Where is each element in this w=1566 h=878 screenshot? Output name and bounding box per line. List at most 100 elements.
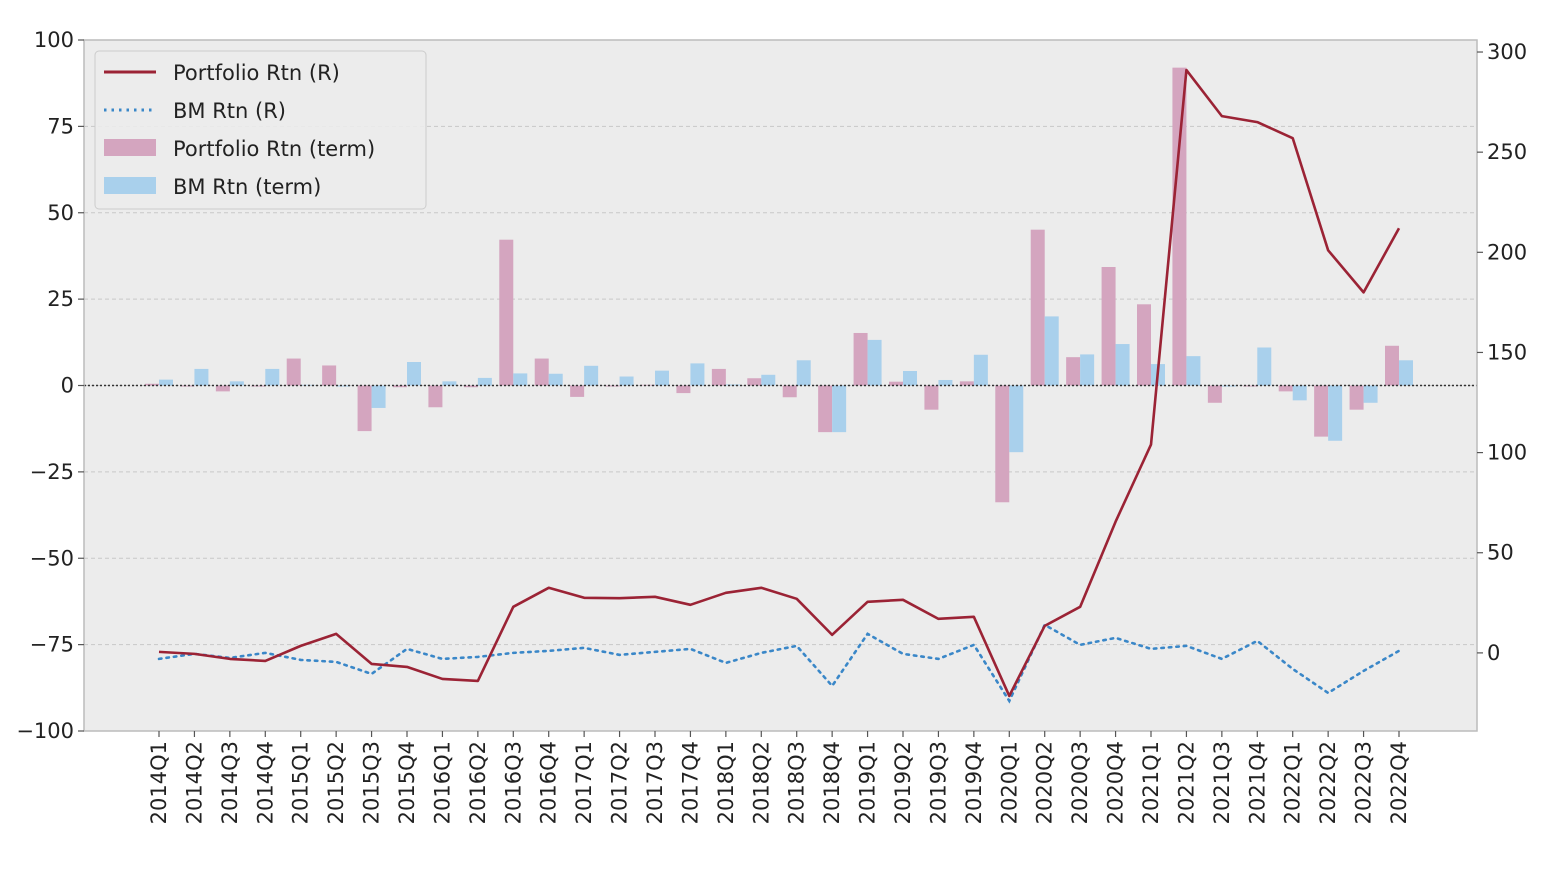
portfolio-bar [1172, 67, 1187, 386]
x-tick-label: 2014Q4 [253, 741, 277, 824]
left-y-axis: −100 −75 −50 −25 0 25 50 75 100 [16, 28, 84, 743]
y2-tick-label: 0 [1487, 641, 1500, 665]
legend-label-bm-line: BM Rtn (R) [173, 99, 286, 123]
bm-bar [194, 368, 209, 386]
x-tick-label: 2021Q3 [1210, 741, 1234, 824]
portfolio-bar [428, 385, 443, 408]
bm-bar [1186, 356, 1201, 386]
bars-group [145, 67, 1413, 503]
portfolio-bar [995, 385, 1010, 503]
bm-bar [584, 365, 599, 386]
bm-bar [407, 362, 421, 386]
portfolio-bar [782, 385, 797, 398]
x-tick-label: 2018Q1 [714, 741, 738, 824]
x-tick-label: 2020Q4 [1104, 741, 1128, 824]
x-tick-label: 2015Q4 [395, 741, 419, 824]
portfolio-bar [1314, 385, 1329, 437]
x-tick-label: 2022Q1 [1281, 741, 1305, 824]
portfolio-bar [959, 381, 974, 386]
bm-bar [371, 385, 386, 408]
x-tick-label: 2014Q3 [218, 741, 242, 824]
legend-label-portfolio-bar: Portfolio Rtn (term) [173, 137, 375, 161]
portfolio-line [158, 68, 1401, 698]
x-tick-label: 2022Q3 [1352, 741, 1376, 824]
x-tick-label: 2021Q4 [1245, 741, 1269, 824]
x-tick-label: 2017Q3 [643, 741, 667, 824]
legend-label-bm-bar: BM Rtn (term) [173, 175, 321, 199]
x-tick-label: 2017Q2 [608, 741, 632, 824]
portfolio-bar [322, 365, 337, 386]
bm-bar [1363, 385, 1378, 403]
bm-bar [336, 385, 351, 387]
portfolio-bar [1278, 385, 1293, 392]
x-tick-label: 2020Q3 [1068, 741, 1092, 824]
bm-bar [265, 368, 280, 386]
bm-bar [619, 376, 634, 386]
y-tick-label: 75 [47, 114, 74, 138]
portfolio-bar [1349, 385, 1364, 410]
x-tick-label: 2017Q4 [678, 741, 702, 824]
bm-bar [938, 379, 953, 386]
bm-bar [1399, 360, 1413, 386]
x-tick-label: 2018Q3 [785, 741, 809, 824]
bm-bar [1044, 316, 1059, 386]
bm-bar [159, 379, 173, 386]
y2-tick-label: 50 [1487, 541, 1514, 565]
lines-group [157, 68, 1401, 704]
portfolio-bar [286, 358, 301, 386]
x-tick-label: 2022Q4 [1387, 741, 1411, 824]
portfolio-bar [534, 358, 549, 386]
portfolio-bar [747, 378, 762, 386]
y-tick-label: 100 [34, 28, 74, 52]
bm-bar [513, 373, 528, 386]
bm-bar [300, 384, 315, 386]
x-tick-label: 2019Q1 [856, 741, 880, 824]
legend-label-portfolio-line: Portfolio Rtn (R) [173, 61, 340, 85]
portfolio-bar [570, 385, 585, 397]
y-tick-label: −100 [16, 719, 74, 743]
x-tick-label: 2019Q4 [962, 741, 986, 824]
x-tick-label: 2017Q1 [572, 741, 596, 824]
portfolio-bar [251, 385, 266, 387]
x-tick-label: 2015Q1 [289, 741, 313, 824]
y2-tick-label: 150 [1487, 340, 1527, 364]
legend: Portfolio Rtn (R) BM Rtn (R) Portfolio R… [94, 50, 427, 210]
bm-bar [1080, 354, 1095, 386]
right-y-axis: 0 50 100 150 200 250 300 [1477, 40, 1527, 665]
x-tick-label: 2019Q3 [926, 741, 950, 824]
portfolio-bar [853, 332, 868, 386]
portfolio-bar [180, 385, 195, 387]
bm-bar [1115, 344, 1130, 386]
y-tick-label: −50 [30, 546, 74, 570]
bm-bar [832, 385, 847, 433]
x-tick-label: 2021Q1 [1139, 741, 1163, 824]
bm-bar [1257, 347, 1272, 386]
y2-tick-label: 250 [1487, 140, 1527, 164]
x-tick-label: 2020Q2 [1033, 741, 1057, 824]
portfolio-bar [676, 385, 691, 394]
y2-tick-label: 100 [1487, 441, 1527, 465]
y2-tick-label: 300 [1487, 40, 1527, 64]
bm-bar [761, 374, 776, 386]
portfolio-bar [1066, 357, 1081, 386]
portfolio-bar [215, 385, 230, 392]
bm-bar [1328, 385, 1343, 441]
y-tick-label: 50 [47, 201, 74, 225]
x-tick-label: 2014Q2 [182, 741, 206, 824]
x-tick-label: 2015Q3 [360, 741, 384, 824]
bm-line [157, 623, 1401, 704]
bm-bar [229, 381, 244, 386]
x-tick-label: 2020Q1 [997, 741, 1021, 824]
portfolio-bar [357, 385, 372, 432]
bm-bar [796, 360, 811, 386]
legend-swatch-portfolio-bar [104, 139, 156, 156]
x-tick-label: 2016Q2 [466, 741, 490, 824]
x-tick-label: 2018Q4 [820, 741, 844, 824]
x-tick-label: 2019Q2 [891, 741, 915, 824]
legend-box [94, 50, 427, 210]
portfolio-bar [711, 368, 726, 386]
portfolio-bar [393, 385, 407, 388]
x-tick-label: 2021Q2 [1174, 741, 1198, 824]
bm-bar [690, 363, 705, 386]
